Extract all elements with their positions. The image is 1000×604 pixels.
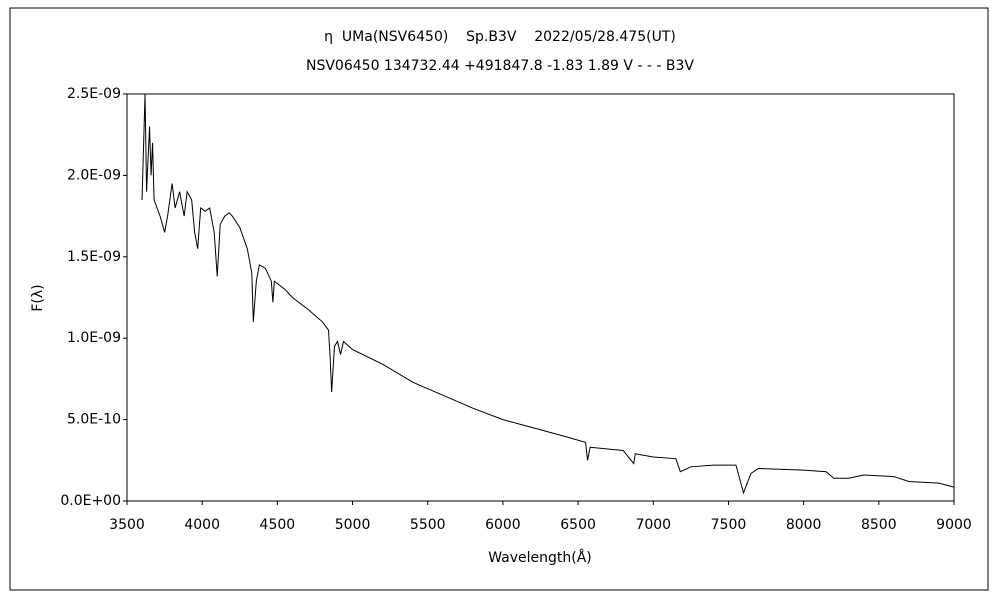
x-axis-label: Wavelength(Å) xyxy=(488,549,592,566)
y-tick-label: 1.0E-09 xyxy=(67,330,121,346)
y-tick-label: 2.0E-09 xyxy=(67,167,121,183)
y-tick-label: 1.5E-09 xyxy=(67,249,121,265)
spectrum-line xyxy=(141,93,955,495)
y-tick-label: 0.0E+00 xyxy=(60,493,121,509)
x-tick-label: 6500 xyxy=(560,517,596,533)
x-tick-label: 9000 xyxy=(936,517,972,533)
x-tick-label: 8500 xyxy=(861,517,897,533)
x-tick-label: 4000 xyxy=(184,517,220,533)
x-tick-label: 8000 xyxy=(786,517,822,533)
y-tick-label: 2.5E-09 xyxy=(67,86,121,102)
chart-title: η UMa(NSV6450) Sp.B3V 2022/05/28.475(UT) xyxy=(324,29,676,45)
frame xyxy=(9,7,989,591)
x-tick-label: 7500 xyxy=(711,517,747,533)
y-axis-label: F(λ) xyxy=(30,284,46,311)
plot-area xyxy=(126,93,955,502)
y-tick-label: 5.0E-10 xyxy=(67,412,121,428)
x-tick-label: 7000 xyxy=(635,517,671,533)
x-tick-label: 3500 xyxy=(109,517,145,533)
x-tick-label: 4500 xyxy=(260,517,296,533)
chart-subtitle: NSV06450 134732.44 +491847.8 -1.83 1.89 … xyxy=(306,58,694,74)
x-tick-label: 5000 xyxy=(335,517,371,533)
x-tick-label: 6000 xyxy=(485,517,521,533)
x-tick-label: 5500 xyxy=(410,517,446,533)
